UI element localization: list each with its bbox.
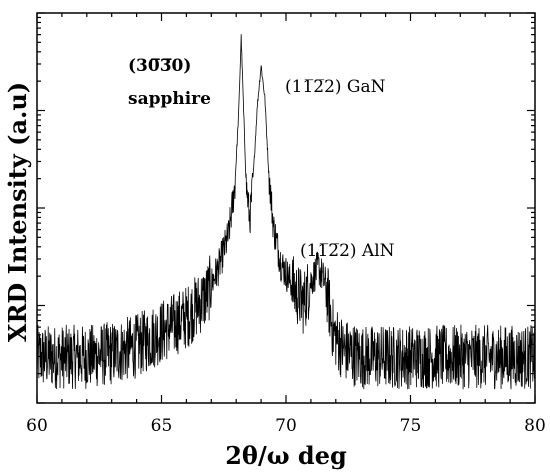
annotation-sapphire-line2: sapphire [128, 89, 211, 109]
x-tick-label: 65 [151, 416, 173, 436]
series-line [36, 34, 536, 390]
y-axis-title: XRD Intensity (a.u) [3, 82, 32, 342]
x-tick-label: 75 [400, 416, 422, 436]
x-tick-label: 70 [275, 416, 297, 436]
x-axis-title: 2θ/ω deg [225, 441, 347, 470]
annotation-sapphire-line1: (30̅3̅0) [128, 56, 191, 76]
x-tick-label: 60 [26, 416, 48, 436]
x-tick-labels: 60 65 70 75 80 [26, 416, 546, 436]
annotation-aln: (11̅2̅2) AlN [300, 241, 395, 261]
axis-ticks [36, 12, 536, 404]
annotation-gan: (11̅2̅2) GaN [285, 77, 386, 97]
x-tick-label: 80 [524, 416, 546, 436]
